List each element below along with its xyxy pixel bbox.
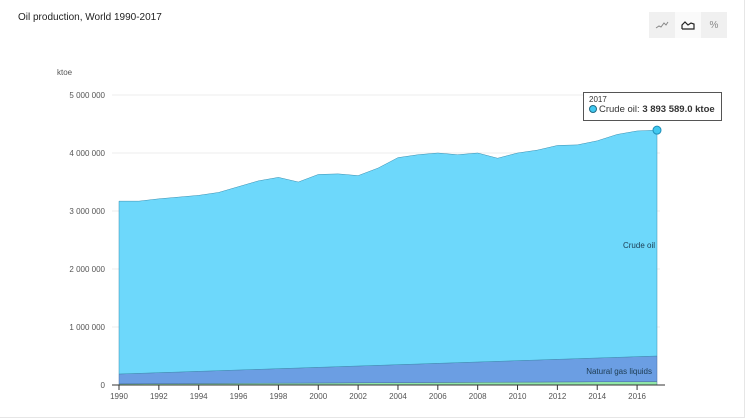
highlight-point[interactable] [652, 125, 662, 135]
chart-title: Oil production, World 1990-2017 [18, 12, 162, 23]
y-tick-label: 3 000 000 [69, 207, 105, 216]
x-tick-label: 1992 [150, 392, 168, 401]
x-tick-label: 2006 [429, 392, 447, 401]
x-tick-label: 1994 [190, 392, 208, 401]
x-tick-label: 2010 [509, 392, 527, 401]
line-chart-button[interactable] [649, 12, 675, 38]
x-tick-label: 2014 [588, 392, 606, 401]
y-tick-label: 4 000 000 [69, 149, 105, 158]
area-crude [118, 129, 658, 375]
x-tick-label: 2004 [389, 392, 407, 401]
y-tick-label: 0 [101, 381, 106, 390]
x-tick-label: 2008 [469, 392, 487, 401]
crude-oil-label: Crude oil [623, 241, 655, 250]
area-chart-button[interactable] [675, 12, 701, 38]
x-tick-label: 2000 [309, 392, 327, 401]
y-axis-label: ktoe [57, 68, 73, 77]
x-tick-label: 2012 [548, 392, 566, 401]
x-tick-label: 2002 [349, 392, 367, 401]
line-chart-icon [655, 21, 669, 29]
y-tick-label: 2 000 000 [69, 265, 105, 274]
y-tick-label: 5 000 000 [69, 91, 105, 100]
tooltip-series: Crude oil: [599, 104, 640, 115]
x-tick-label: 2016 [628, 392, 646, 401]
x-tick-label: 1990 [110, 392, 128, 401]
chart-type-toggle: % [649, 12, 727, 38]
ngl-label: Natural gas liquids [586, 367, 652, 376]
tooltip-year: 2017 [589, 95, 607, 104]
tooltip-value: 3 893 589.0 ktoe [642, 104, 715, 115]
series-dot-icon [589, 105, 597, 113]
y-tick-label: 1 000 000 [69, 323, 105, 332]
area-chart-icon [681, 21, 695, 30]
percent-button[interactable]: % [709, 19, 719, 31]
tooltip: 2017 Crude oil: 3 893 589.0 ktoe [583, 92, 722, 121]
x-tick-label: 1998 [270, 392, 288, 401]
x-tick-label: 1996 [230, 392, 248, 401]
